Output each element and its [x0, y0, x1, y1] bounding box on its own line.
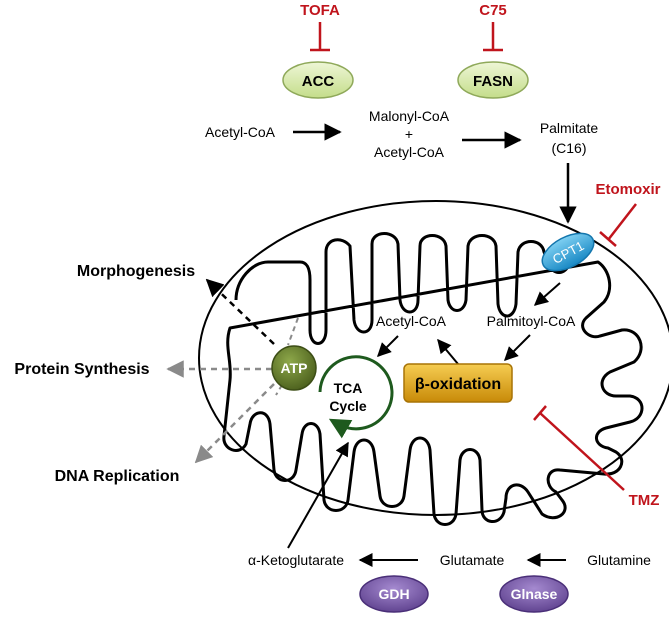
protein-synthesis-label: Protein Synthesis	[14, 361, 149, 378]
tmz-inhibition-bar	[533, 405, 625, 491]
fasn-label: FASN	[473, 73, 513, 90]
tofa-inhibition-bar	[310, 22, 330, 52]
arrow-atp-to-dna-replication	[194, 383, 275, 464]
palmitoyl-coa-label: Palmitoyl-CoA	[487, 313, 576, 329]
tca-label-line1: TCA	[334, 380, 363, 396]
glutamate-label: Glutamate	[440, 552, 505, 568]
etomoxir-inhibition-bar	[599, 203, 637, 247]
dna-replication-label: DNA Replication	[55, 468, 180, 485]
acetyl-coa-inner-label: Acetyl-CoA	[376, 313, 447, 329]
plus-label: +	[405, 126, 413, 142]
arrow-atp-to-morphogenesis	[205, 278, 275, 345]
mitochondrion-inner-membrane	[222, 232, 644, 526]
beta-oxidation-label: β-oxidation	[415, 376, 501, 393]
acc-label: ACC	[302, 73, 335, 90]
c16-label: (C16)	[551, 140, 586, 156]
arrow-cpt1-to-palmitoylcoa	[533, 282, 561, 306]
tca-cycle-arrow	[318, 355, 394, 439]
beta-oxidation-box	[403, 363, 513, 403]
tofa-label: TOFA	[300, 2, 340, 19]
glnase-enzyme-ellipse	[499, 575, 569, 613]
arrow-ketoglutarate-to-tca	[287, 441, 349, 549]
glnase-label: Glnase	[511, 586, 558, 602]
gdh-label: GDH	[378, 586, 409, 602]
gdh-enzyme-ellipse	[359, 575, 429, 613]
fasn-enzyme-ellipse	[457, 61, 529, 99]
atp-label: ATP	[281, 360, 308, 376]
ketoglutarate-label: α-Ketoglutarate	[248, 552, 344, 568]
arrow-palmitoylcoa-to-betaox	[504, 334, 531, 361]
palmitate-label: Palmitate	[540, 120, 599, 136]
atp-circle	[271, 345, 317, 391]
arrow-acetylcoa-to-tca	[377, 335, 399, 357]
c75-inhibition-bar	[483, 22, 503, 52]
morphogenesis-label: Morphogenesis	[77, 263, 195, 280]
cpt1-enzyme-ellipse	[541, 232, 595, 272]
dashed-line-atp-upper	[287, 317, 299, 346]
glutamine-label: Glutamine	[587, 552, 651, 568]
acetyl-coa-top-label: Acetyl-CoA	[205, 124, 276, 140]
mitochondrion-outer-membrane	[198, 200, 669, 516]
malonyl-coa-label: Malonyl-CoA	[369, 108, 450, 124]
arrow-betaox-to-acetylcoa	[437, 338, 459, 365]
acc-enzyme-ellipse	[282, 61, 354, 99]
c75-label: C75	[479, 2, 507, 19]
acetyl-coa-mid-label: Acetyl-CoA	[374, 144, 445, 160]
tca-label-line2: Cycle	[329, 398, 367, 414]
etomoxir-label: Etomoxir	[595, 181, 660, 198]
tmz-label: TMZ	[629, 492, 660, 509]
